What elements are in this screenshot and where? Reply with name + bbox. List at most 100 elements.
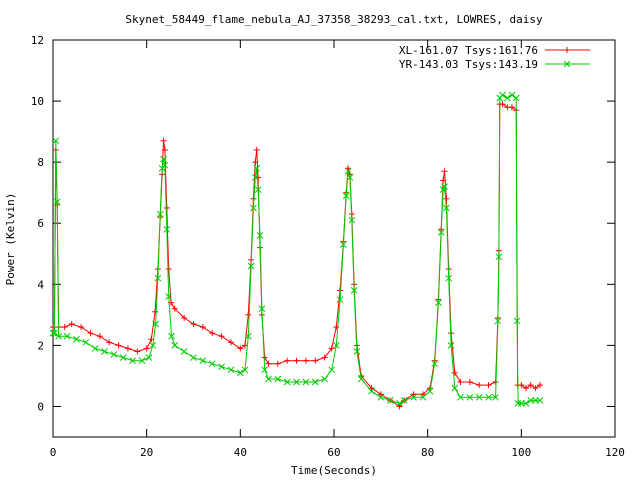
y-axis-label: Power (Kelvin) xyxy=(4,193,17,286)
series-1-point xyxy=(499,101,506,108)
series-1-point xyxy=(160,137,167,144)
x-tick-label: 60 xyxy=(327,446,340,459)
series-1-point xyxy=(143,345,150,352)
series-2-point xyxy=(227,366,235,374)
series-2-point xyxy=(190,354,197,361)
legend-label-2: YR-143.03 Tsys:143.19 xyxy=(399,58,538,71)
series-1-point xyxy=(451,369,458,376)
series-2-point xyxy=(163,225,171,233)
series-1-point xyxy=(333,324,340,331)
series-1-point xyxy=(227,339,234,346)
series-1-point xyxy=(508,104,515,111)
series-1-point xyxy=(410,391,417,398)
y-tick-label: 4 xyxy=(37,278,44,291)
series-1-point xyxy=(134,348,141,355)
series-2-point xyxy=(73,335,80,343)
series-2-point xyxy=(156,210,164,218)
series-2-point xyxy=(145,354,153,361)
series-1-point xyxy=(377,391,384,398)
series-2-point xyxy=(475,393,483,401)
series-2-point xyxy=(49,329,57,337)
series-2-point xyxy=(52,137,60,145)
series-2-point xyxy=(328,366,336,374)
series-1-point xyxy=(443,195,450,202)
series-2-point xyxy=(377,393,385,401)
series-1-point xyxy=(537,382,544,389)
series-2-point xyxy=(499,91,506,99)
series-1-point xyxy=(466,379,473,386)
series-2-point xyxy=(435,299,442,306)
series-1-point xyxy=(457,379,464,386)
series-2-point xyxy=(161,161,169,169)
series-1-point xyxy=(106,339,113,346)
axes: 0 20 40 60 80 100 120 0 2 4 6 8 10 12 xyxy=(31,34,625,459)
series-2-point xyxy=(253,164,261,172)
series-1-point xyxy=(165,266,172,273)
series-2-point xyxy=(508,91,516,99)
series-2-point xyxy=(441,183,448,190)
series-2-point xyxy=(129,357,136,365)
series-2-point xyxy=(241,366,249,374)
series-1-point xyxy=(255,174,262,181)
y-tick-label: 0 xyxy=(37,400,44,413)
series-1-point xyxy=(115,342,122,349)
series-1-point xyxy=(321,354,328,361)
series-2-point xyxy=(485,393,492,401)
y-tick-label: 10 xyxy=(31,95,44,108)
series-2-point xyxy=(208,360,216,368)
series-1-point xyxy=(440,177,447,184)
series-2-point xyxy=(91,345,99,352)
series-2-point xyxy=(171,342,179,349)
series-2-point xyxy=(82,338,90,346)
series-1-point xyxy=(218,333,225,340)
series-2-point xyxy=(302,378,310,386)
series-1-point xyxy=(68,321,75,328)
series-1-point xyxy=(199,324,206,331)
series-1-point xyxy=(245,311,252,318)
series-2-point xyxy=(368,387,375,395)
series-1-point xyxy=(293,357,300,364)
series-2-point xyxy=(311,378,319,386)
legend-marker-2 xyxy=(563,60,571,68)
x-axis-label: Time(Seconds) xyxy=(291,464,377,477)
series-1-point xyxy=(523,385,530,392)
series-2-point xyxy=(180,348,188,355)
series-2-point xyxy=(536,397,544,404)
series-1-point xyxy=(253,146,260,153)
series-1-point xyxy=(527,382,534,389)
series-1-point xyxy=(274,360,281,367)
series-2-point xyxy=(466,393,474,401)
series-1-point xyxy=(171,305,178,312)
series-2-point xyxy=(53,198,61,206)
series-2-point xyxy=(254,186,262,193)
series-1-point xyxy=(485,382,492,389)
series-2-point xyxy=(419,393,427,401)
series-2-point xyxy=(513,317,521,325)
x-tick-label: 20 xyxy=(140,446,153,459)
x-tick-label: 80 xyxy=(421,446,434,459)
series-2-point xyxy=(258,305,266,313)
x-tick-label: 0 xyxy=(50,446,57,459)
series-1-point xyxy=(96,333,103,340)
series-2-point xyxy=(512,94,520,102)
series-1-point xyxy=(441,168,448,175)
series-1-point xyxy=(302,357,309,364)
series-2-point xyxy=(321,375,328,383)
series-2-point xyxy=(244,332,252,340)
series-1-point xyxy=(345,165,352,172)
series-2-point xyxy=(514,400,522,407)
series-1 xyxy=(50,101,544,410)
series-2-point xyxy=(522,400,530,407)
series-2-point xyxy=(348,216,356,224)
series-2-line xyxy=(53,94,541,404)
series-2-point xyxy=(336,296,344,303)
legend-marker-1 xyxy=(564,47,570,53)
series-2-point xyxy=(400,397,408,404)
series-2-point xyxy=(426,387,434,395)
series-1-point xyxy=(61,324,68,331)
x-tick-label: 40 xyxy=(234,446,247,459)
series-2-point xyxy=(265,375,272,383)
series-1-point xyxy=(78,324,85,331)
